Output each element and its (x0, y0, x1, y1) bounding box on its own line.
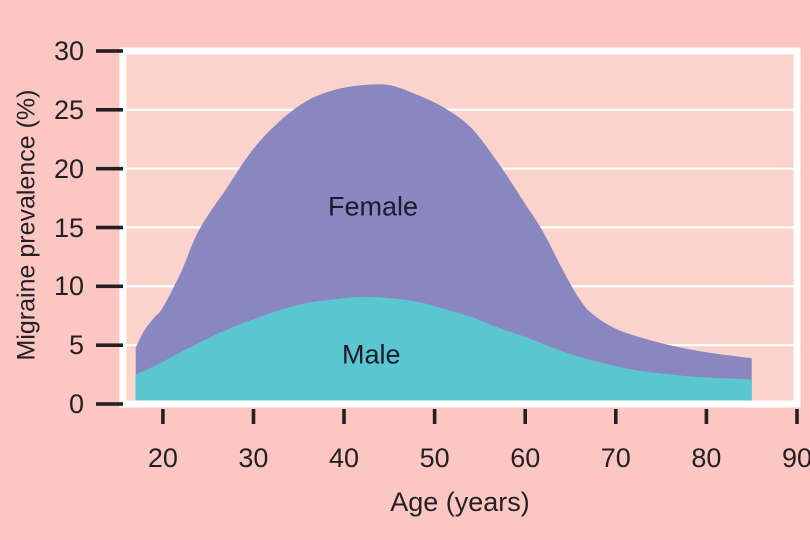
x-tick-label: 90 (781, 443, 810, 473)
x-tick-mark (161, 409, 165, 424)
y-tick-label: 0 (68, 389, 84, 419)
y-tick-label: 20 (53, 153, 84, 184)
x-tick-mark (795, 409, 799, 424)
y-tick-label: 30 (53, 36, 84, 66)
series-label-male: Male (341, 339, 401, 370)
y-tick-label: 5 (68, 330, 84, 361)
y-tick-mark (96, 166, 123, 171)
y-tick-mark (96, 284, 123, 289)
x-tick-mark (704, 409, 709, 424)
x-tick-label: 30 (238, 443, 269, 473)
x-tick-mark (251, 409, 256, 424)
y-tick-label: 10 (53, 271, 84, 302)
y-axis-title: Migraine prevalence (%) (12, 89, 41, 361)
x-tick-label: 60 (510, 443, 541, 473)
x-tick-label: 20 (147, 443, 178, 473)
y-tick-mark (96, 402, 123, 406)
x-tick-mark (432, 409, 437, 424)
y-tick-mark (96, 343, 123, 347)
series-label-female: Female (328, 191, 419, 222)
x-axis-title: Age (years) (390, 487, 530, 517)
x-tick-mark (342, 409, 346, 424)
y-tick-label: 15 (53, 212, 84, 243)
x-tick-mark (523, 409, 527, 424)
x-tick-label: 50 (419, 443, 450, 473)
area-male (135, 296, 752, 404)
x-tick-label: 70 (600, 443, 631, 473)
y-tick-label: 25 (53, 94, 84, 125)
y-tick-mark (96, 225, 123, 230)
y-tick-mark (96, 49, 123, 53)
x-tick-label: 40 (329, 443, 360, 473)
y-tick-mark (96, 108, 123, 112)
x-tick-mark (614, 409, 618, 424)
x-tick-label: 80 (691, 443, 722, 473)
